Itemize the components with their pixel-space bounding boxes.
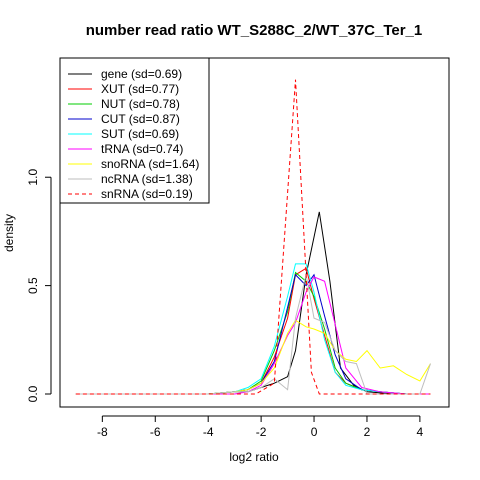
x-tick-label: 2 [364,425,371,439]
y-tick-label: 0.5 [26,277,40,294]
legend: gene (sd=0.69)XUT (sd=0.77)NUT (sd=0.78)… [59,57,210,204]
y-axis-label: density [2,214,16,252]
x-tick-label: -2 [256,425,267,439]
series-line-trna [75,276,431,395]
x-axis-label: log2 ratio [229,450,279,464]
x-axis: -8 -6 -4 -2 0 2 4 [97,415,424,439]
chart-title: number read ratio WT_S288C_2/WT_37C_Ter_… [86,22,423,39]
x-tick-label: 4 [417,425,424,439]
series-line-snorna [75,319,431,395]
series-layer [75,79,431,395]
y-tick-label: 1.0 [26,169,40,186]
x-tick-label: -4 [203,425,214,439]
y-tick-label: 0.0 [26,385,40,402]
legend-label-nut: NUT (sd=0.78) [101,97,180,111]
series-line-snrna [75,79,431,395]
legend-label-ncrna: ncRNA (sd=1.38) [101,172,193,186]
x-tick-label: -8 [97,425,108,439]
plot-frame [59,57,450,408]
y-axis: 0.0 0.5 1.0 [26,169,52,402]
legend-label-cut: CUT (sd=0.87) [101,112,180,126]
x-tick-label: 0 [311,425,318,439]
legend-label-xut: XUT (sd=0.77) [101,82,179,96]
legend-label-gene: gene (sd=0.69) [101,67,182,81]
legend-label-sut: SUT (sd=0.69) [101,127,179,141]
legend-label-trna: tRNA (sd=0.74) [101,142,183,156]
legend-label-snrna: snRNA (sd=0.19) [101,187,193,201]
legend-label-snorna: snoRNA (sd=1.64) [101,157,199,171]
series-line-sut [75,263,431,395]
x-tick-label: -6 [150,425,161,439]
series-line-ncrna [75,274,431,395]
